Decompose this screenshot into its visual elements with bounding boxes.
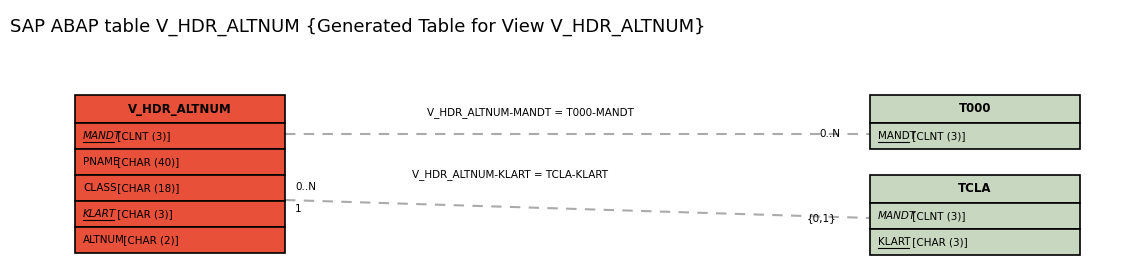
Text: V_HDR_ALTNUM: V_HDR_ALTNUM [128,102,232,116]
Text: [CHAR (3)]: [CHAR (3)] [114,209,173,219]
Bar [75,149,285,175]
Text: 1: 1 [295,204,302,214]
Text: MANDT: MANDT [878,211,916,221]
Bar [870,229,1080,255]
Text: KLART: KLART [878,237,910,247]
Bar [75,95,285,123]
Text: MANDT: MANDT [878,131,916,141]
Text: KLART: KLART [83,209,117,219]
Bar [870,95,1080,123]
Text: [CLNT (3)]: [CLNT (3)] [114,131,170,141]
Text: 0..N: 0..N [295,182,316,192]
Text: [CHAR (3)]: [CHAR (3)] [909,237,967,247]
Bar [870,123,1080,149]
Text: [CLNT (3)]: [CLNT (3)] [909,211,965,221]
Bar [870,203,1080,229]
Text: 0..N: 0..N [819,129,840,139]
Text: T000: T000 [958,102,991,116]
Bar [75,227,285,253]
Text: V_HDR_ALTNUM-MANDT = T000-MANDT: V_HDR_ALTNUM-MANDT = T000-MANDT [427,107,633,118]
Text: PNAME: PNAME [83,157,120,167]
Text: SAP ABAP table V_HDR_ALTNUM {Generated Table for View V_HDR_ALTNUM}: SAP ABAP table V_HDR_ALTNUM {Generated T… [10,18,705,36]
Text: [CHAR (40)]: [CHAR (40)] [114,157,179,167]
Text: {0,1}: {0,1} [806,213,836,223]
Text: [CHAR (18)]: [CHAR (18)] [114,183,179,193]
Bar [75,201,285,227]
Text: ALTNUM: ALTNUM [83,235,124,245]
Bar [75,123,285,149]
Bar [870,175,1080,203]
Text: TCLA: TCLA [958,183,992,196]
Bar [75,175,285,201]
Text: [CHAR (2)]: [CHAR (2)] [120,235,179,245]
Text: [CLNT (3)]: [CLNT (3)] [909,131,965,141]
Text: V_HDR_ALTNUM-KLART = TCLA-KLART: V_HDR_ALTNUM-KLART = TCLA-KLART [413,169,608,180]
Text: MANDT: MANDT [83,131,121,141]
Text: CLASS: CLASS [83,183,117,193]
